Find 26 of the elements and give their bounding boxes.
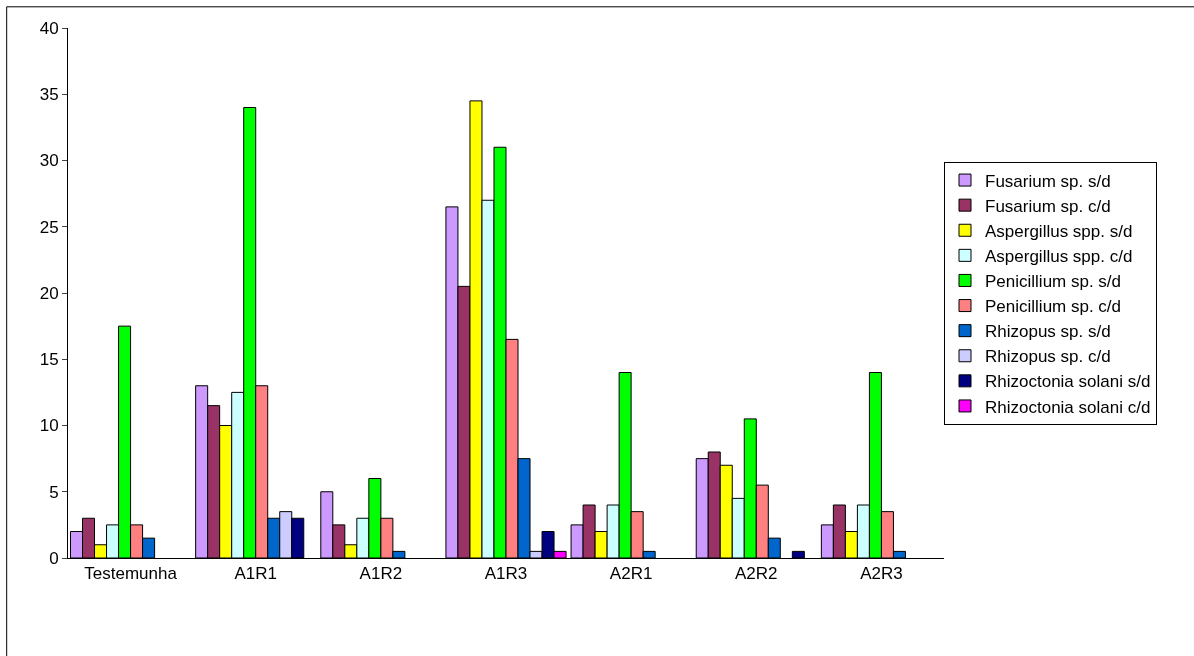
x-tick-label: Testemunha <box>84 564 178 584</box>
legend-label: Aspergillus spp. s/d <box>985 221 1133 241</box>
x-tick-label: A1R3 <box>484 564 528 584</box>
x-tick-label: A1R2 <box>359 564 403 584</box>
legend-label: Rhizopus sp. c/d <box>985 347 1111 367</box>
y-tick-label: 30 <box>39 151 59 171</box>
legend-label: Penicillium sp. c/d <box>985 297 1122 317</box>
legend-label: Rhizoctonia solani s/d <box>985 372 1151 392</box>
y-tick-label: 40 <box>39 18 59 38</box>
x-tick-label: A2R3 <box>860 564 903 584</box>
y-tick-label: 10 <box>39 416 59 436</box>
y-tick-label: 15 <box>39 350 59 370</box>
y-tick-label: 0 <box>49 548 59 568</box>
y-tick-label: 35 <box>39 85 59 105</box>
x-tick-label: A2R2 <box>735 564 778 584</box>
y-tick-label: 25 <box>39 217 59 237</box>
legend-label: Fusarium sp. c/d <box>985 196 1111 216</box>
y-tick-label: 5 <box>49 482 59 502</box>
x-tick-label: A2R1 <box>609 564 653 584</box>
legend-label: Rhizoctonia solani c/d <box>985 397 1151 417</box>
legend-label: Aspergillus spp. c/d <box>985 246 1133 266</box>
legend-label: Fusarium sp. s/d <box>985 171 1111 191</box>
legend-label: Rhizopus sp. s/d <box>985 322 1111 342</box>
x-tick-label: A1R1 <box>234 564 277 584</box>
y-tick-label: 20 <box>39 283 59 303</box>
legend-label: Penicillium sp. s/d <box>985 272 1122 292</box>
